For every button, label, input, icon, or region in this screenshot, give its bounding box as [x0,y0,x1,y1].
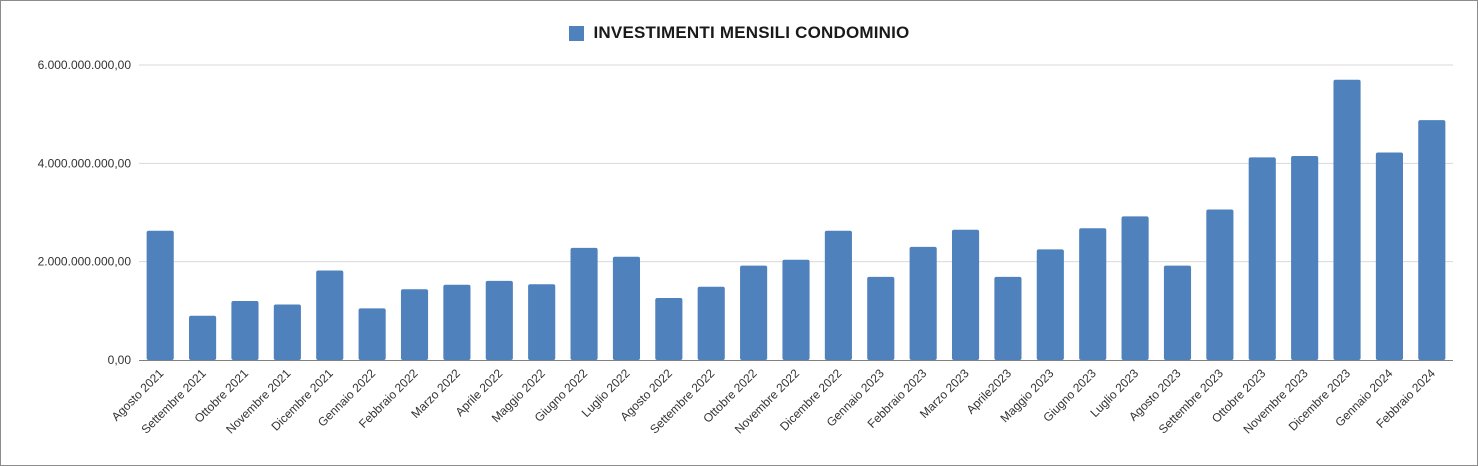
y-tick-label: 0,00 [108,353,132,367]
bar-7 [443,284,471,360]
bar-25 [1206,209,1234,360]
y-axis-ticks: 0,00 2.000.000.000,00 4.000.000.000,00 6.00… [38,58,132,367]
y-tick-label: 2.000.000.000,00 [38,255,132,269]
bar-28 [1333,79,1361,360]
bar-9 [528,284,556,360]
bar-1 [189,315,217,360]
bar-4 [316,270,344,360]
bar-21 [1036,249,1064,361]
bar-15 [782,259,810,360]
bar-26 [1248,157,1276,360]
bar-29 [1375,152,1403,360]
bar-12 [655,298,683,360]
bar-18 [909,246,937,360]
bar-10 [570,247,598,360]
y-tick-label: 6.000.000.000,00 [38,58,132,72]
bar-22 [1079,228,1107,360]
bar-11 [612,256,641,360]
y-tick-label: 4.000.000.000,00 [38,156,132,170]
legend-swatch [568,25,584,41]
bar-14 [740,265,768,360]
bar-0 [146,230,174,360]
bar-8 [485,280,513,360]
legend: INVESTIMENTI MENSILI CONDOMINIO [1,23,1477,43]
bar-16 [824,230,852,360]
bar-5 [358,308,386,361]
bar-19 [951,229,980,360]
bar-2 [231,301,259,360]
bar-17 [867,276,895,360]
bars [146,79,1446,361]
bar-6 [400,289,429,360]
bar-3 [273,304,301,360]
bar-27 [1291,155,1319,360]
legend-label: INVESTIMENTI MENSILI CONDOMINIO [593,23,910,42]
bar-30 [1418,120,1446,360]
bar-24 [1163,265,1192,360]
bar-20 [994,276,1022,360]
bar-23 [1121,216,1149,360]
bar-13 [697,286,725,360]
